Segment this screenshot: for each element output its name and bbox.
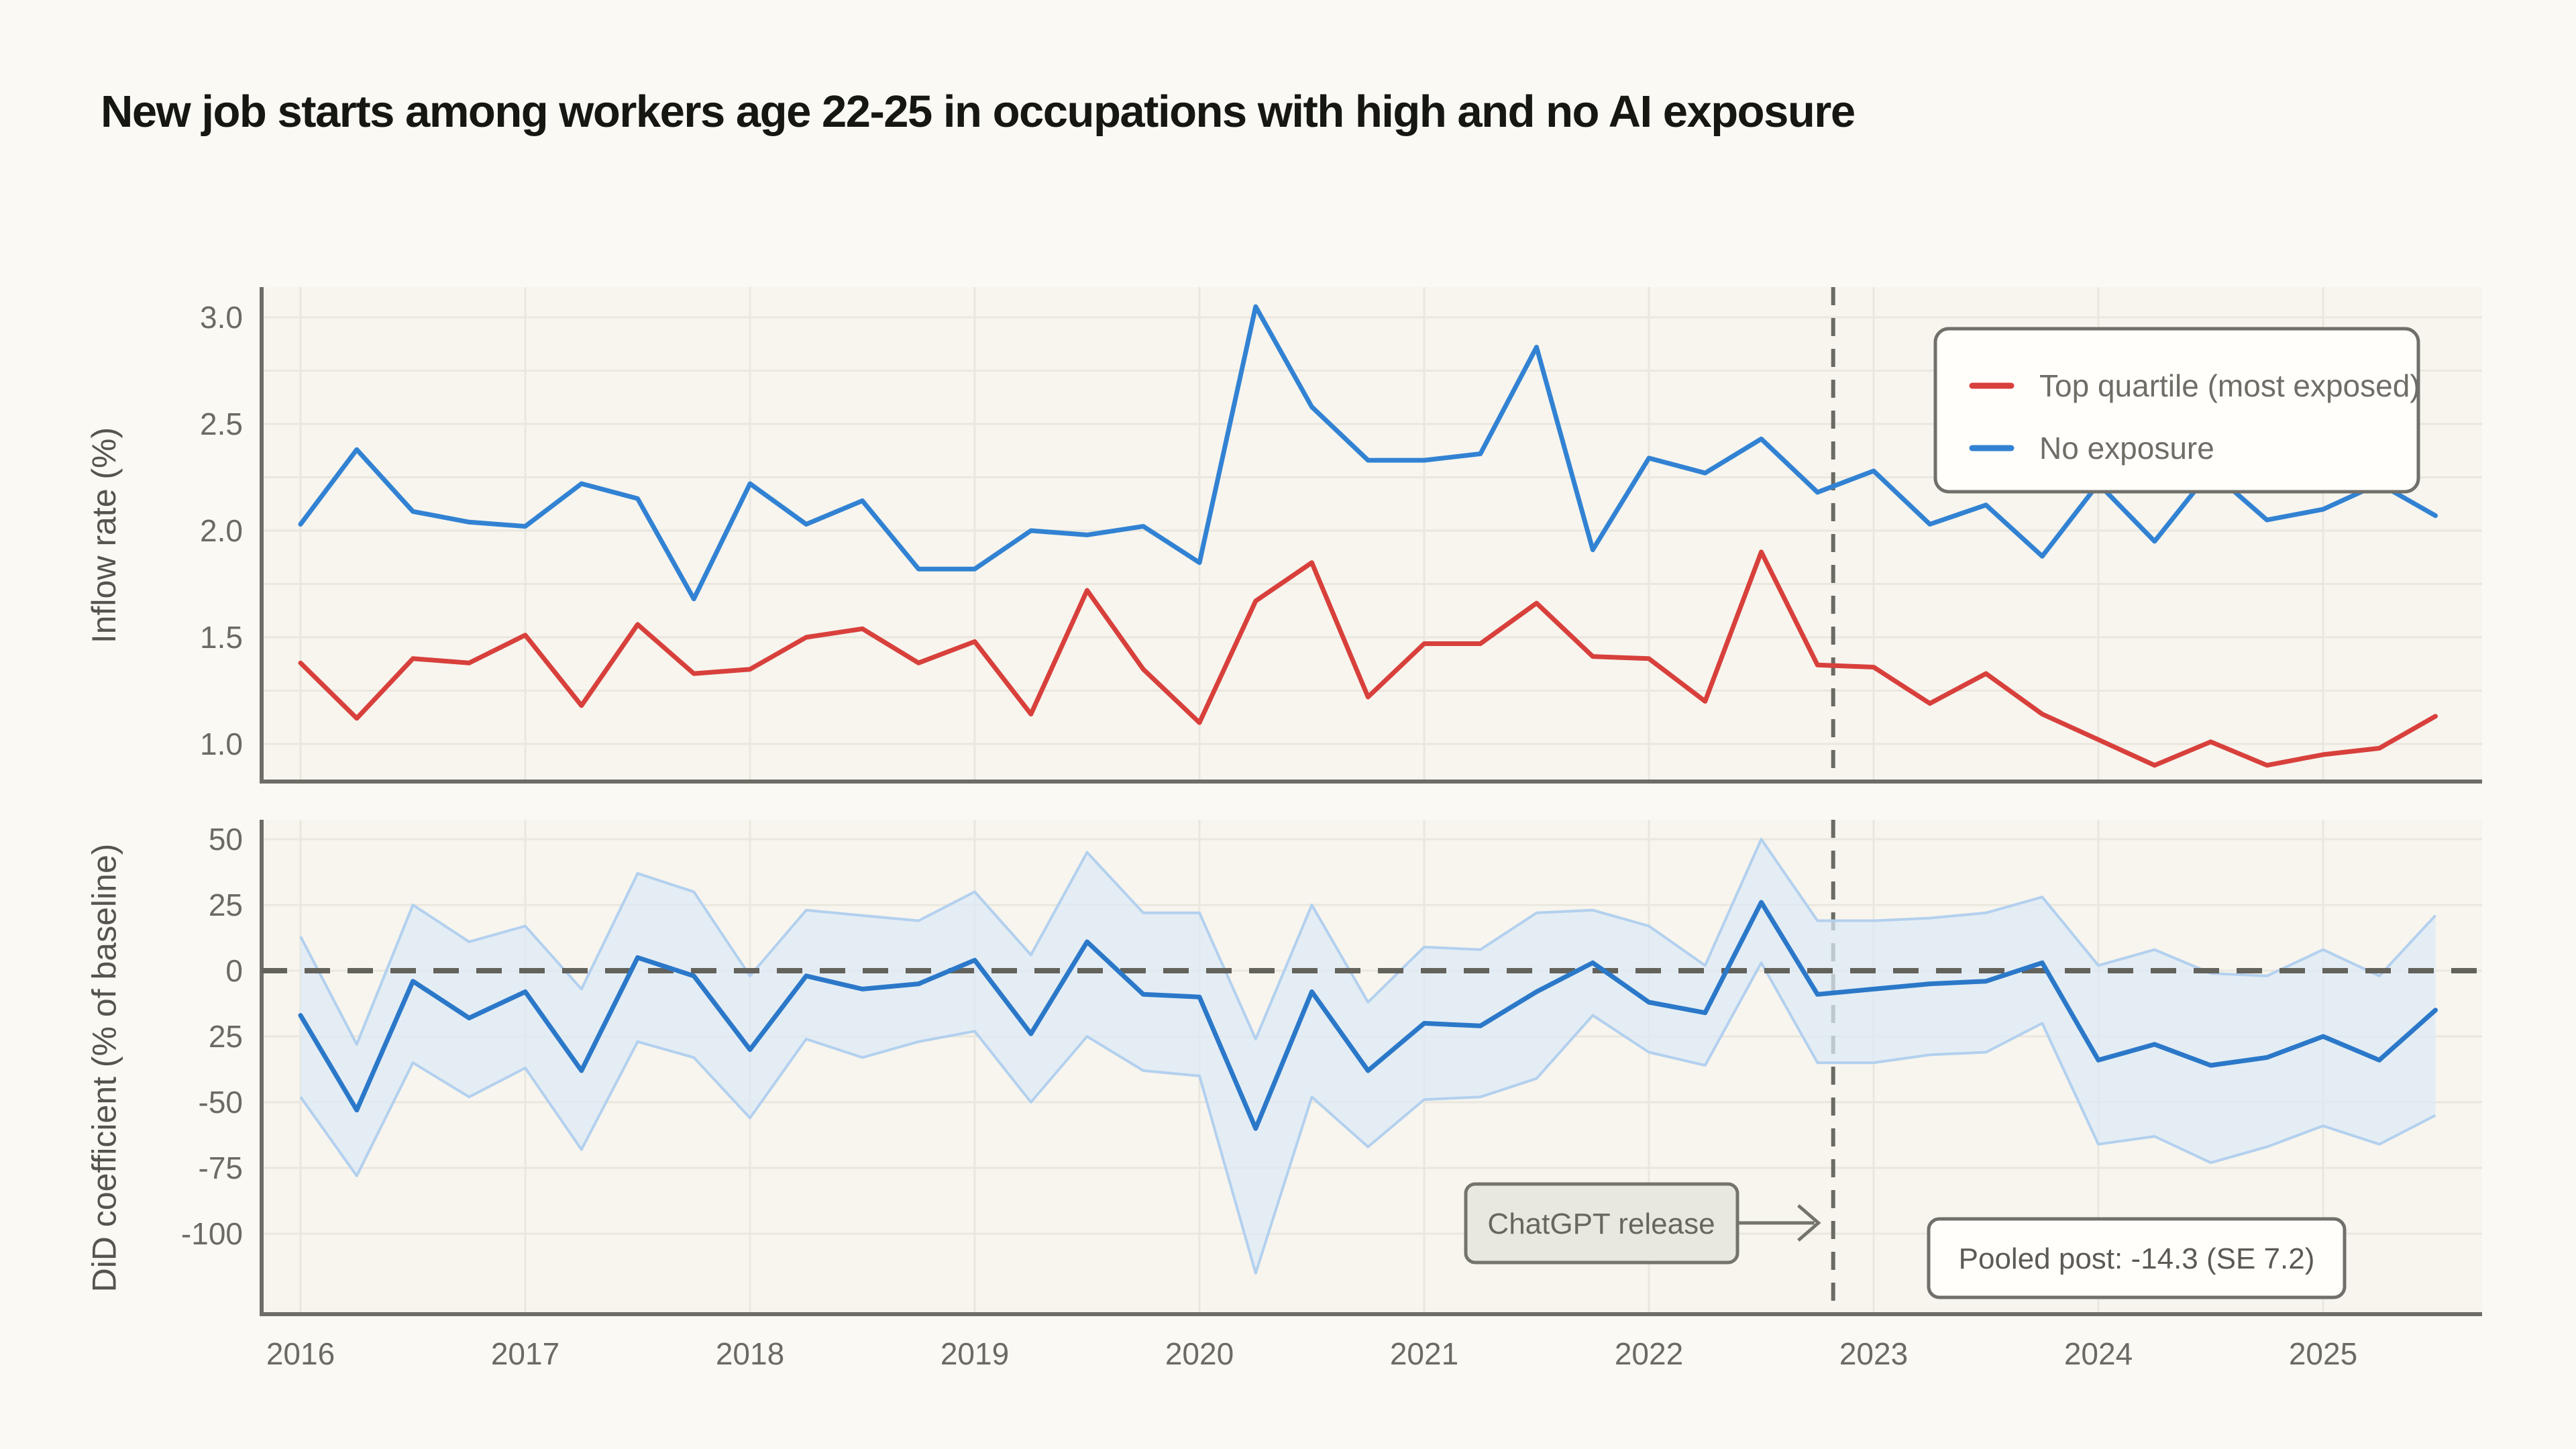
bottom-y-axis-title: DiD coefficient (% of baseline) — [67, 820, 141, 1316]
y-tick-label: 50 — [209, 822, 243, 857]
pooled-post-label: Pooled post: -14.3 (SE 7.2) — [1959, 1242, 2315, 1275]
y-tick-label: 1.5 — [200, 620, 243, 655]
chatgpt-arrow-head — [1797, 1204, 1821, 1242]
chatgpt-annotation-label: ChatGPT release — [1487, 1208, 1715, 1240]
y-tick-label: 2.0 — [200, 513, 243, 548]
x-tick-label-2022: 2022 — [1615, 1336, 1683, 1371]
no-exposure-line — [298, 304, 2438, 602]
chart-title: New job starts among workers age 22-25 i… — [101, 87, 1856, 137]
x-tick-label-2018: 2018 — [716, 1336, 784, 1371]
legend-label-top-quartile: Top quartile (most exposed) — [2039, 368, 2420, 403]
did-coefficient-line — [298, 900, 2438, 1131]
confidence-band — [301, 839, 2436, 1273]
x-tick-label-2021: 2021 — [1390, 1336, 1458, 1371]
x-tick-label-2023: 2023 — [1839, 1336, 1908, 1371]
bottom-y-axis-title-text: DiD coefficient (% of baseline) — [85, 843, 123, 1293]
top-panel-inflow-chart: 3.0 2.5 2.0 1.5 1.0 Top quartile (most expose… — [200, 287, 2482, 784]
y-tick-label: 25 — [209, 1019, 243, 1054]
y-tick-label: 1.0 — [200, 727, 243, 761]
x-tick-label-2024: 2024 — [2064, 1336, 2133, 1371]
pooled-post-box — [1927, 1217, 2347, 1299]
bottom-panel-did-chart: 50 25 0 25 -50 -75 -100 ChatGPT release Pooled p… — [181, 820, 2482, 1371]
y-tick-label: 3.0 — [200, 300, 243, 335]
top-y-axis-title: Inflow rate (%) — [67, 287, 141, 784]
x-tick-label-2017: 2017 — [491, 1336, 559, 1371]
top-quartile-line — [298, 549, 2438, 768]
x-tick-label-2025: 2025 — [2289, 1336, 2357, 1371]
y-tick-label: 0 — [225, 953, 243, 988]
confidence-band-lower-edge — [299, 961, 2436, 1275]
legend-box — [1933, 327, 2420, 494]
legend-label-no-exposure: No exposure — [2039, 431, 2214, 466]
x-tick-label-2019: 2019 — [941, 1336, 1009, 1371]
top-y-axis-title-text: Inflow rate (%) — [85, 427, 123, 644]
x-tick-label-2016: 2016 — [266, 1336, 335, 1371]
x-tick-label-2020: 2020 — [1165, 1336, 1234, 1371]
legend: Top quartile (most exposed) No exposure — [1933, 327, 2420, 494]
y-tick-label: -100 — [181, 1216, 243, 1251]
confidence-band-upper-edge — [299, 838, 2436, 1046]
y-tick-label: 25 — [209, 888, 243, 922]
y-tick-label: -75 — [199, 1150, 243, 1185]
y-tick-label: 2.5 — [200, 407, 243, 441]
y-tick-label: -50 — [199, 1085, 243, 1120]
